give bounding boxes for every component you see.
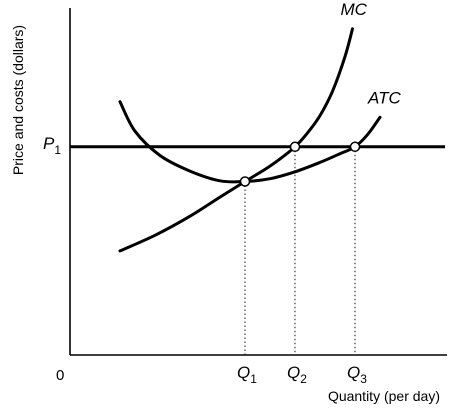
curve-mc [118,27,354,253]
x-tick-q3: Q3 [347,363,367,386]
y-tick-p1: P1 [43,134,61,157]
x-tick-q1: Q1 [237,363,257,386]
y-axis-label: Price and costs (dollars) [10,25,26,175]
origin-label: 0 [56,367,64,384]
labels: 0 Quantity (per day) Price and costs (do… [10,0,440,404]
x-axis-label: Quantity (per day) [328,388,440,404]
x-tick-q2: Q2 [287,363,307,386]
curve-label-atc: ATC [367,88,401,107]
guides [244,146,356,355]
point-atc-p1 [349,141,361,153]
points [239,141,361,187]
curves [118,27,382,253]
point-min-atc [239,176,251,187]
point-mc-p1 [289,141,301,153]
curve-atc [118,100,382,184]
curve-label-mc: MC [341,0,368,19]
axes [69,8,447,356]
